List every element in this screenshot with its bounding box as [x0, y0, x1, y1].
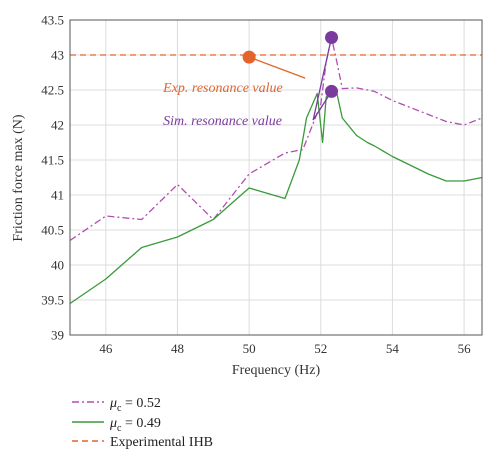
x-tick-label-0: 46	[99, 341, 113, 356]
y-tick-label-5: 41.5	[41, 153, 64, 168]
x-tick-label-5: 56	[458, 341, 472, 356]
sim-resonance-label: Sim. resonance value	[163, 114, 282, 129]
y-tick-label-8: 43	[51, 48, 64, 63]
x-tick-label-4: 54	[386, 341, 400, 356]
sim-resonance-point-052	[325, 31, 339, 44]
y-axis-label: Friction force max (N)	[11, 114, 26, 241]
series-line-mu-049	[69, 89, 483, 305]
x-tick-label-1: 48	[171, 341, 184, 356]
legend-label-049: μc = 0.49	[109, 416, 161, 434]
y-tick-label-3: 40.5	[41, 223, 64, 238]
x-tick-label-3: 52	[314, 341, 327, 356]
legend: μc = 0.52 μc = 0.49 Experimental IHB	[72, 396, 213, 450]
y-tick-label-0: 39	[51, 328, 64, 343]
exp-resonance-point	[242, 50, 256, 64]
y-tick-label-7: 42.5	[41, 83, 64, 98]
legend-label-experimental: Experimental IHB	[110, 435, 213, 450]
x-tick-label-2: 50	[243, 341, 256, 356]
legend-label-052: μc = 0.52	[109, 396, 161, 414]
x-axis-label: Frequency (Hz)	[232, 363, 321, 378]
grid	[70, 19, 482, 336]
y-tick-label-4: 41	[51, 188, 64, 203]
y-tick-label-2: 40	[51, 258, 64, 273]
plot-frame	[69, 19, 483, 336]
y-tick-label-6: 42	[51, 118, 64, 133]
sim-resonance-point-049	[325, 84, 339, 98]
tick-labels: 46 48 50 52 54 56 39 39.5 40 40.5 41 41.5 42 42.5 43 43…	[41, 13, 471, 357]
data-markers	[242, 31, 339, 98]
y-tick-label-1: 39.5	[41, 293, 64, 308]
annotations: Exp. resonance value Sim. resonance value	[162, 37, 333, 129]
y-tick-label-9: 43.5	[41, 13, 64, 28]
exp-resonance-label-leader-0	[248, 56, 306, 79]
exp-resonance-label: Exp. resonance value	[162, 81, 283, 96]
sim-resonance-label-leader-0	[312, 37, 333, 121]
